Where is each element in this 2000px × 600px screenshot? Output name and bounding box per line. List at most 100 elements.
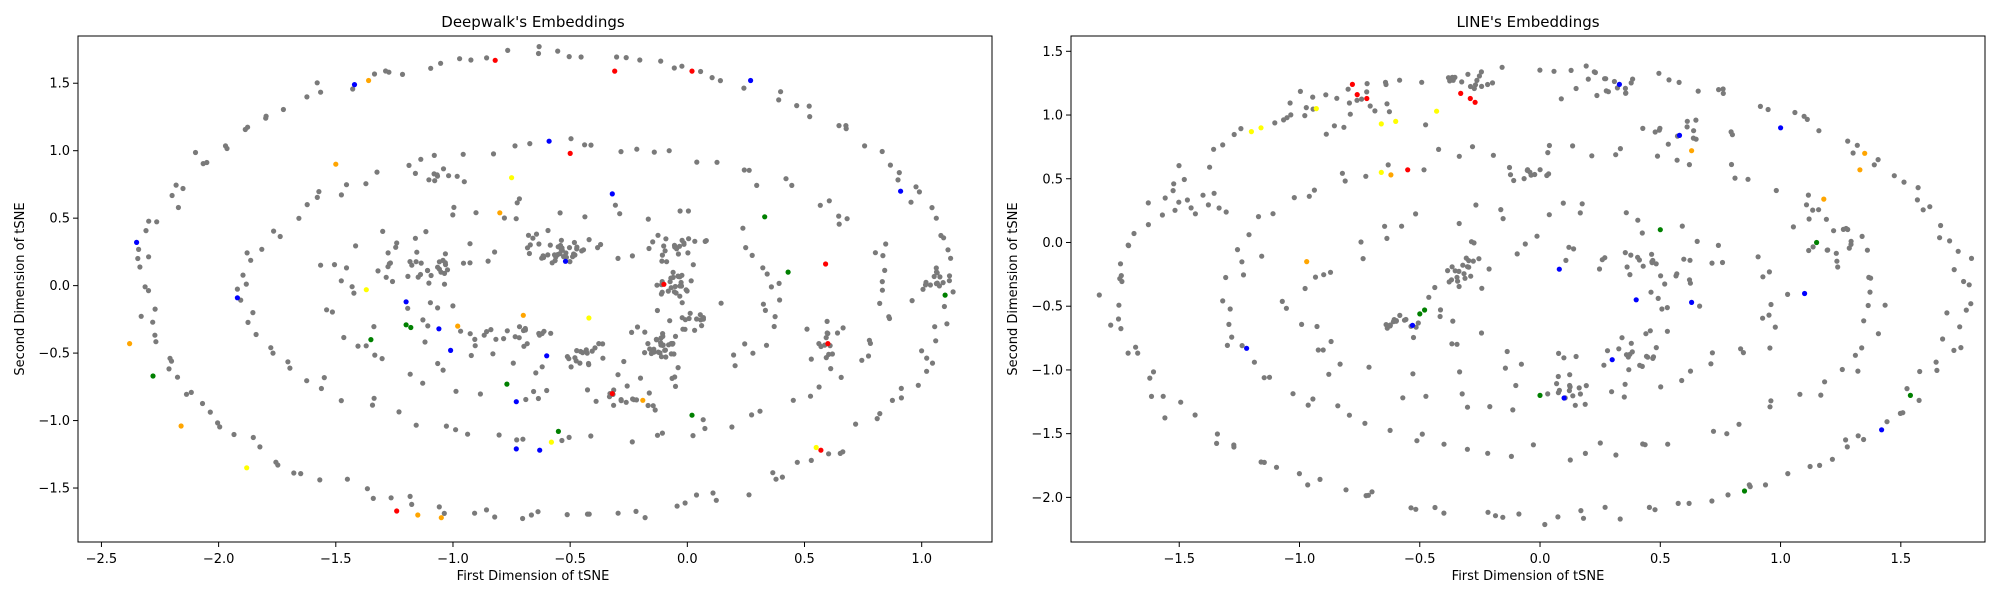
data-point <box>492 514 498 520</box>
data-point <box>1159 212 1165 218</box>
data-point <box>898 395 905 401</box>
data-point <box>1205 202 1211 208</box>
data-point <box>150 319 156 325</box>
data-point <box>709 75 715 81</box>
data-point <box>150 373 156 379</box>
data-point <box>1687 257 1693 263</box>
data-point <box>552 258 558 264</box>
data-point <box>1778 125 1784 131</box>
data-point <box>1367 103 1373 109</box>
data-point <box>1506 164 1513 171</box>
data-point <box>1839 366 1845 373</box>
y-tick-label: 0.5 <box>49 212 70 227</box>
data-point <box>645 216 651 222</box>
data-point <box>1938 222 1944 229</box>
data-point <box>578 54 584 60</box>
data-point <box>924 368 930 374</box>
data-point <box>371 395 377 401</box>
data-point <box>243 281 249 287</box>
data-point <box>924 355 930 361</box>
data-point <box>933 338 939 344</box>
data-point <box>468 352 474 359</box>
data-point <box>1354 97 1360 103</box>
data-point <box>1577 210 1583 216</box>
data-point <box>1388 172 1394 178</box>
data-point <box>1855 368 1861 374</box>
data-point <box>1762 482 1769 488</box>
data-point <box>153 339 159 345</box>
data-point <box>595 245 601 251</box>
data-point <box>655 232 661 238</box>
data-point <box>535 509 541 515</box>
data-point <box>1474 77 1480 83</box>
data-point <box>1652 129 1658 135</box>
data-point <box>568 364 574 370</box>
data-point <box>531 388 537 395</box>
data-point <box>490 151 497 157</box>
y-tick-label: −1.0 <box>1031 363 1063 378</box>
data-point <box>1391 317 1397 323</box>
data-point <box>776 280 782 286</box>
data-point <box>1768 398 1774 404</box>
data-point <box>664 259 670 265</box>
data-point <box>423 229 429 235</box>
data-point <box>371 71 378 77</box>
x-tick-label: 0.5 <box>794 552 815 567</box>
data-point <box>1810 207 1816 213</box>
data-point <box>596 341 602 347</box>
data-point <box>940 280 946 286</box>
data-point <box>872 250 879 256</box>
data-point <box>1624 264 1630 270</box>
data-point <box>862 143 868 149</box>
data-point <box>245 124 251 130</box>
y-tick-label: 1.0 <box>49 144 70 159</box>
data-point <box>369 402 376 408</box>
data-point <box>379 356 385 362</box>
data-point <box>1458 90 1464 96</box>
data-point <box>1476 256 1482 262</box>
data-point <box>1410 371 1416 377</box>
data-point <box>818 447 824 453</box>
data-point <box>1738 346 1744 352</box>
data-point <box>816 384 822 390</box>
data-point <box>468 57 474 63</box>
data-point <box>879 287 886 293</box>
data-point <box>1958 345 1964 351</box>
data-point <box>1814 239 1820 246</box>
data-point <box>250 310 256 316</box>
x-tick-label: −1.0 <box>1284 552 1316 567</box>
data-point <box>1810 244 1816 250</box>
data-point <box>473 210 479 216</box>
data-point <box>435 305 441 311</box>
data-point <box>713 497 719 503</box>
data-point <box>1766 269 1772 275</box>
data-point <box>1400 395 1406 401</box>
data-point <box>1335 403 1341 409</box>
data-point <box>1662 281 1668 287</box>
data-point <box>672 383 679 389</box>
data-point <box>768 284 775 290</box>
data-point <box>1341 124 1347 130</box>
data-point <box>889 397 896 403</box>
data-point <box>350 86 356 92</box>
data-point <box>253 331 259 338</box>
data-point <box>1160 393 1166 399</box>
data-point <box>1944 310 1950 316</box>
data-point <box>1850 150 1856 156</box>
data-point <box>516 335 522 341</box>
data-point <box>450 303 456 309</box>
data-point <box>1596 266 1603 272</box>
data-point <box>772 314 778 320</box>
data-point <box>1315 347 1321 353</box>
data-point <box>1570 393 1576 399</box>
data-point <box>1563 257 1569 263</box>
data-point <box>1673 273 1679 279</box>
data-point <box>1148 393 1155 399</box>
data-point <box>1542 521 1548 528</box>
data-point <box>748 77 754 84</box>
data-point <box>948 255 954 261</box>
data-point <box>1214 431 1220 437</box>
data-point <box>678 283 684 289</box>
data-point <box>1686 500 1692 506</box>
data-point <box>314 194 320 200</box>
